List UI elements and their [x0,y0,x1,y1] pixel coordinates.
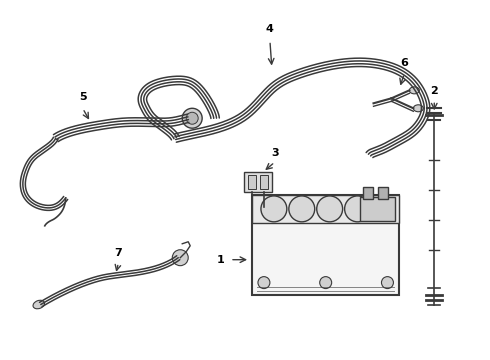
Circle shape [317,196,343,222]
Circle shape [319,276,332,289]
Ellipse shape [409,87,419,94]
Bar [360,197,395,221]
Text: 7: 7 [115,248,122,258]
Circle shape [261,196,287,222]
Text: 2: 2 [430,86,438,96]
Bar [252,195,399,294]
Ellipse shape [33,300,45,309]
Circle shape [186,112,198,124]
Bar [248,175,256,189]
Bar [378,187,389,199]
Bar [260,175,268,189]
Text: 5: 5 [79,92,86,102]
Bar [363,187,372,199]
Bar [244,172,272,192]
Text: 1: 1 [216,255,224,265]
Circle shape [182,108,202,128]
Circle shape [258,276,270,289]
Circle shape [344,196,370,222]
Text: 6: 6 [400,58,408,68]
Ellipse shape [414,105,423,112]
Text: 3: 3 [271,148,279,158]
Circle shape [382,276,393,289]
Bar [252,195,399,223]
Circle shape [289,196,315,222]
Text: 4: 4 [266,23,274,33]
Circle shape [172,250,188,266]
